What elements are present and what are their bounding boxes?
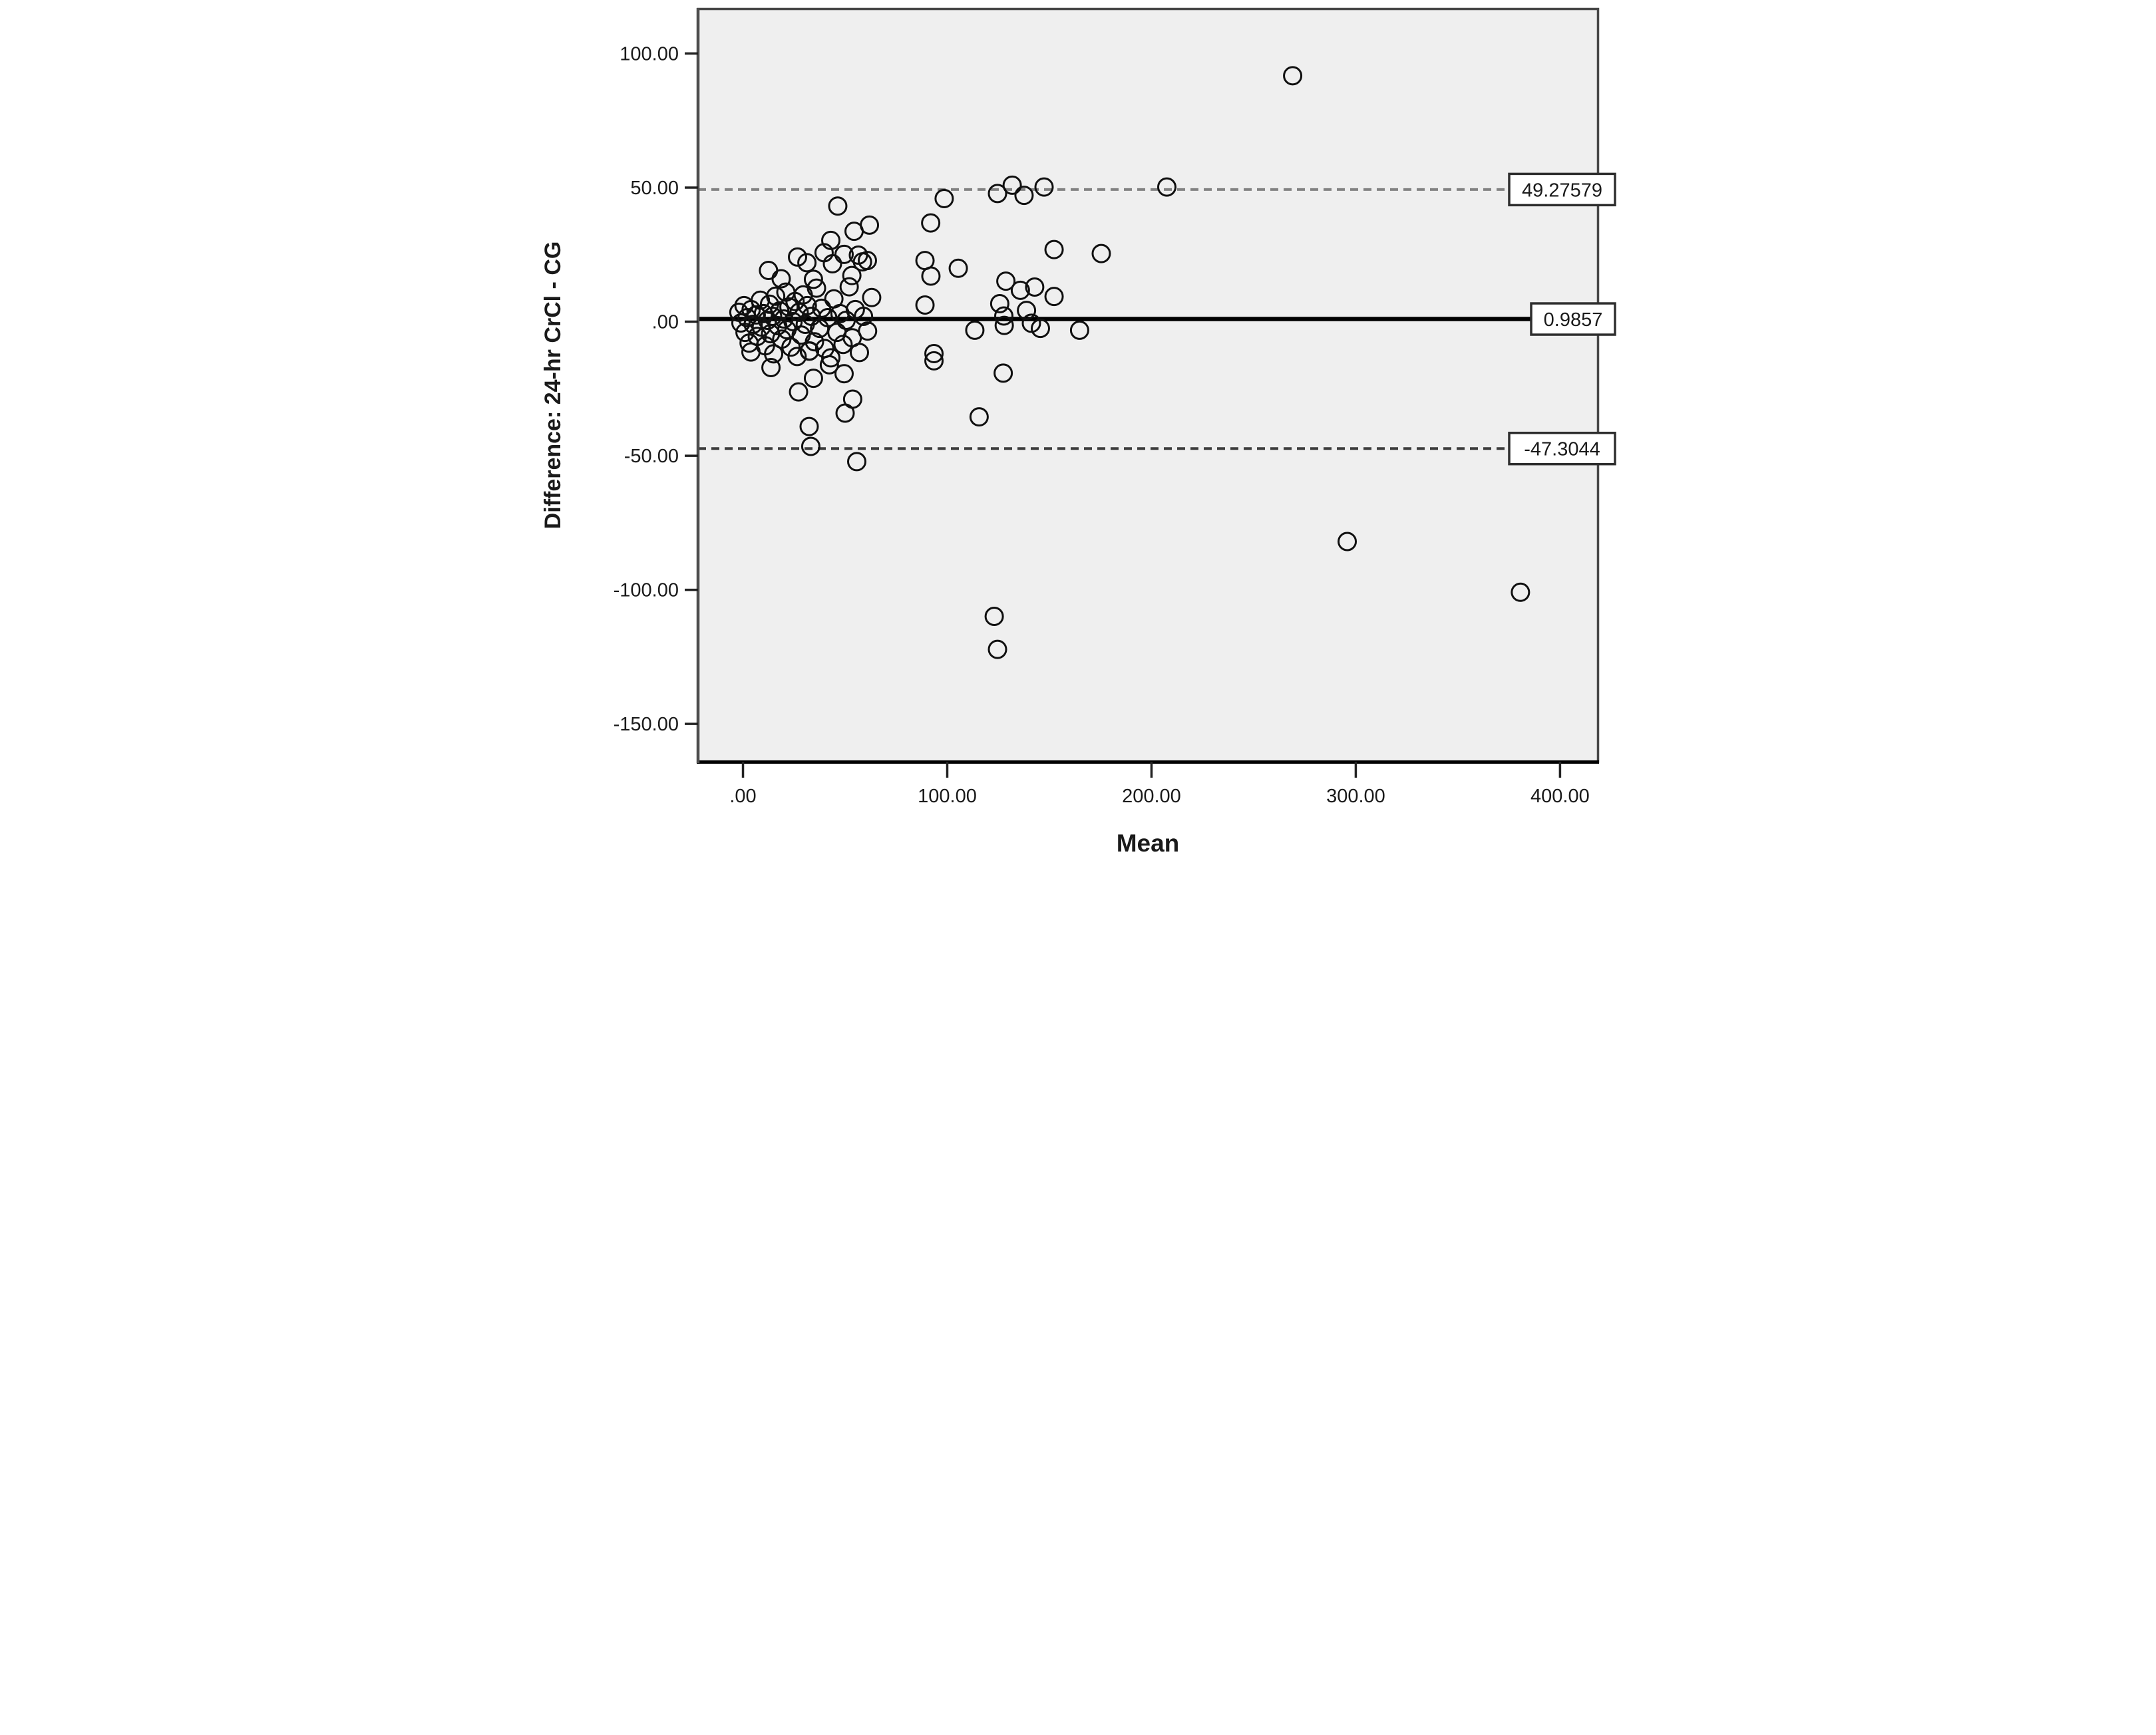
data-point: [862, 287, 882, 307]
data-point: [850, 343, 870, 363]
y-tick-label: 100.00: [620, 43, 679, 65]
data-point: [988, 639, 1007, 659]
data-point: [799, 416, 819, 436]
data-point: [1034, 177, 1054, 197]
scatter-points: [729, 66, 1530, 659]
lower-limit-of-agreement-label-box: [1508, 431, 1616, 466]
data-point: [1044, 239, 1064, 259]
x-axis-title: Mean: [1117, 830, 1180, 857]
data-point: [814, 339, 834, 359]
data-point: [828, 196, 848, 216]
data-point: [996, 271, 1016, 291]
data-point: [1283, 66, 1303, 86]
y-axis-title: Difference: 24-hr CrCl - CG: [540, 241, 566, 530]
y-tick-label: .00: [652, 312, 679, 333]
data-point: [801, 436, 820, 456]
data-point: [993, 363, 1013, 383]
data-point: [1030, 319, 1050, 339]
upper-limit-of-agreement-label-box: [1508, 172, 1616, 207]
data-point: [989, 294, 1009, 314]
data-point: [1069, 320, 1089, 340]
data-point: [807, 278, 826, 298]
data-point: [1157, 177, 1176, 197]
reference-line-labels: 49.27579 0.9857 -47.3044: [1508, 172, 1616, 466]
data-point: [969, 407, 989, 427]
data-point: [1025, 277, 1045, 297]
data-point: [839, 277, 859, 297]
data-point: [1021, 313, 1041, 333]
data-point: [915, 295, 935, 315]
plot-area: [697, 7, 1600, 763]
y-tick-label: -150.00: [614, 714, 679, 735]
data-point: [842, 265, 862, 285]
data-point: [1014, 186, 1034, 206]
data-point: [934, 188, 954, 208]
data-point: [965, 320, 985, 340]
data-point: [921, 266, 941, 286]
data-point: [984, 607, 1004, 627]
data-point: [1017, 301, 1037, 321]
y-tick-label: -50.00: [624, 446, 679, 467]
data-point: [803, 269, 823, 289]
data-point: [797, 253, 817, 273]
data-point: [1044, 287, 1064, 307]
data-point: [860, 215, 880, 235]
data-point: [818, 307, 838, 327]
data-point: [764, 344, 784, 364]
data-point: [1010, 280, 1030, 300]
data-point: [921, 213, 941, 233]
x-tick-label: 300.00: [1326, 786, 1385, 807]
y-tick-label: 50.00: [630, 178, 679, 199]
x-tick-label: 400.00: [1530, 786, 1590, 807]
mean-difference-label: 0.9857: [1544, 309, 1603, 331]
data-point: [1511, 582, 1530, 602]
x-tick-label: 200.00: [1122, 786, 1181, 807]
upper-limit-of-agreement-label: 49.27579: [1522, 180, 1602, 201]
chart-canvas: 100.00 50.00 .00 -50.00 -100.00 -150.00 .00 100…: [540, 7, 1616, 857]
data-point: [787, 347, 807, 367]
data-point: [771, 269, 791, 289]
mean-difference-label-box: [1530, 302, 1616, 336]
data-point: [761, 357, 781, 377]
data-point: [743, 315, 763, 335]
data-point: [835, 403, 855, 423]
data-point: [834, 364, 854, 384]
data-point: [994, 306, 1014, 326]
data-point: [779, 297, 799, 317]
data-point: [822, 253, 842, 273]
data-point: [781, 337, 801, 357]
data-point: [834, 244, 854, 264]
bland-altman-chart: 100.00 50.00 .00 -50.00 -100.00 -150.00 .00 100…: [539, 0, 1617, 868]
data-point: [799, 341, 819, 361]
data-point: [858, 321, 878, 341]
data-point: [766, 286, 786, 306]
x-tick-label: .00: [729, 786, 756, 807]
data-point: [924, 343, 944, 363]
axis-ticks: 100.00 50.00 .00 -50.00 -100.00 -150.00 .00 100…: [614, 43, 1590, 807]
data-point: [1091, 243, 1111, 263]
data-point: [821, 348, 841, 368]
data-point: [988, 184, 1007, 204]
y-tick-label: -100.00: [614, 580, 679, 601]
data-point: [1338, 532, 1357, 552]
lower-limit-of-agreement-label: -47.3044: [1524, 439, 1600, 460]
data-point: [1002, 175, 1022, 195]
data-point: [924, 351, 944, 371]
data-point: [847, 452, 867, 472]
data-point: [787, 247, 807, 267]
data-point: [994, 315, 1014, 335]
data-point: [854, 306, 874, 326]
x-tick-label: 100.00: [918, 786, 977, 807]
data-point: [812, 298, 832, 318]
data-point: [857, 251, 877, 271]
data-point: [805, 332, 824, 352]
data-point: [789, 382, 808, 402]
data-point: [797, 295, 817, 315]
data-point: [803, 369, 823, 389]
data-point: [948, 258, 968, 278]
